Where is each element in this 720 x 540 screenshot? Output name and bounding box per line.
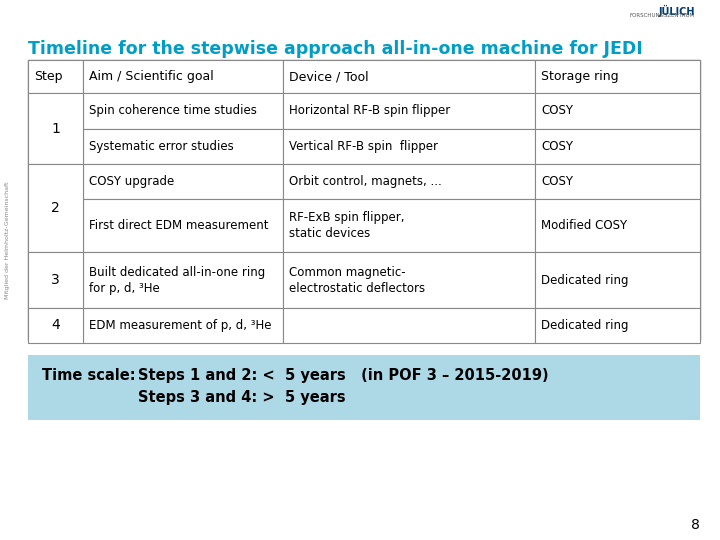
Text: 2: 2 bbox=[51, 201, 60, 215]
Text: Steps 3 and 4: >  5 years: Steps 3 and 4: > 5 years bbox=[138, 390, 346, 405]
Bar bbox=[283, 253, 535, 308]
Text: RF-ExB spin flipper,
static devices: RF-ExB spin flipper, static devices bbox=[289, 212, 405, 240]
Text: EDM measurement of p, d, ³He: EDM measurement of p, d, ³He bbox=[89, 319, 271, 332]
Bar bbox=[535, 93, 700, 129]
Bar bbox=[28, 60, 700, 340]
Text: Dedicated ring: Dedicated ring bbox=[541, 274, 629, 287]
Bar bbox=[535, 129, 700, 164]
Text: COSY: COSY bbox=[541, 175, 573, 188]
Text: Aim / Scientific goal: Aim / Scientific goal bbox=[89, 70, 214, 83]
Bar bbox=[83, 253, 283, 308]
Text: Built dedicated all-in-one ring
for p, d, ³He: Built dedicated all-in-one ring for p, d… bbox=[89, 266, 265, 295]
Text: 1: 1 bbox=[51, 122, 60, 136]
Text: Systematic error studies: Systematic error studies bbox=[89, 140, 234, 153]
Bar bbox=[83, 93, 283, 129]
Bar bbox=[283, 308, 535, 343]
Text: Dedicated ring: Dedicated ring bbox=[541, 319, 629, 332]
Bar bbox=[283, 60, 535, 93]
Text: 4: 4 bbox=[51, 319, 60, 333]
Text: Timeline for the stepwise approach all-in-one machine for JEDI: Timeline for the stepwise approach all-i… bbox=[28, 40, 643, 58]
Bar bbox=[535, 253, 700, 308]
Bar bbox=[28, 355, 700, 420]
Bar bbox=[283, 129, 535, 164]
Text: FORSCHUNGSZENTRUM: FORSCHUNGSZENTRUM bbox=[630, 13, 695, 18]
Bar bbox=[535, 60, 700, 93]
Text: Storage ring: Storage ring bbox=[541, 70, 618, 83]
Bar bbox=[83, 308, 283, 343]
Text: Horizontal RF-B spin flipper: Horizontal RF-B spin flipper bbox=[289, 104, 450, 117]
Text: 8: 8 bbox=[691, 518, 700, 532]
Bar bbox=[283, 199, 535, 253]
Bar bbox=[283, 93, 535, 129]
Text: Step: Step bbox=[34, 70, 63, 83]
Bar bbox=[535, 199, 700, 253]
Text: First direct EDM measurement: First direct EDM measurement bbox=[89, 219, 269, 232]
Bar bbox=[28, 308, 83, 343]
Text: Common magnetic-
electrostatic deflectors: Common magnetic- electrostatic deflector… bbox=[289, 266, 425, 295]
Bar bbox=[283, 164, 535, 199]
Bar bbox=[28, 60, 83, 93]
Text: 3: 3 bbox=[51, 273, 60, 287]
Text: Device / Tool: Device / Tool bbox=[289, 70, 369, 83]
Text: COSY upgrade: COSY upgrade bbox=[89, 175, 174, 188]
Bar bbox=[28, 93, 83, 164]
Text: JÜLICH: JÜLICH bbox=[659, 5, 695, 17]
Text: COSY: COSY bbox=[541, 140, 573, 153]
Text: COSY: COSY bbox=[541, 104, 573, 117]
Text: Time scale:: Time scale: bbox=[42, 368, 135, 383]
Bar bbox=[535, 164, 700, 199]
Text: Mitglied der Helmholtz-Gemeinschaft: Mitglied der Helmholtz-Gemeinschaft bbox=[6, 181, 11, 299]
Bar bbox=[83, 164, 283, 199]
Bar bbox=[28, 164, 83, 253]
Bar bbox=[535, 308, 700, 343]
Text: Spin coherence time studies: Spin coherence time studies bbox=[89, 104, 257, 117]
Text: Orbit control, magnets, ...: Orbit control, magnets, ... bbox=[289, 175, 442, 188]
Bar bbox=[83, 129, 283, 164]
Text: Steps 1 and 2: <  5 years   (in POF 3 – 2015-2019): Steps 1 and 2: < 5 years (in POF 3 – 201… bbox=[138, 368, 549, 383]
Bar bbox=[83, 60, 283, 93]
Text: Vertical RF-B spin  flipper: Vertical RF-B spin flipper bbox=[289, 140, 438, 153]
Text: Modified COSY: Modified COSY bbox=[541, 219, 627, 232]
Bar bbox=[28, 253, 83, 308]
Bar bbox=[83, 199, 283, 253]
